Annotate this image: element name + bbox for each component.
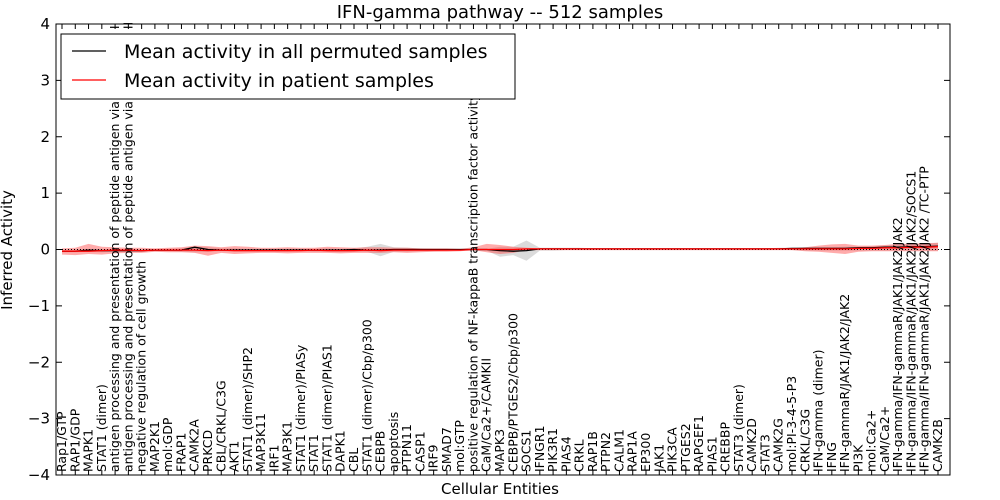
x-tick-label: MAPK3 — [492, 429, 507, 472]
x-tick-label: AKT1 — [227, 441, 242, 472]
x-tick-label: RAP1A — [625, 431, 640, 472]
y-tick-label: −4 — [28, 466, 50, 484]
legend: Mean activity in all permuted samples Me… — [60, 33, 516, 100]
y-tick-label: 4 — [40, 15, 50, 33]
x-tick-label: PRKCD — [200, 430, 215, 472]
x-tick-label: mol:PI-3-4-5-P3 — [784, 376, 799, 472]
x-tick-label: STAT3 (dimer) — [731, 384, 746, 472]
x-tick-label: IRF9 — [426, 444, 441, 472]
x-tick-label: IFN-gamma/IFN-gammaR/JAK1/JAK2/JAK2 — [890, 217, 905, 472]
x-tick-label: IFN-gamma/IFN-gammaR/JAK1/JAK2/JAK2/SOCS… — [904, 171, 919, 472]
legend-box — [60, 33, 516, 100]
y-tick-label: −3 — [28, 410, 50, 428]
x-tick-label: RAP1B — [585, 431, 600, 472]
x-tick-label: CEBPB — [373, 431, 388, 472]
x-tick-label: IFNGR1 — [532, 425, 547, 472]
y-tick-label: −2 — [28, 353, 50, 371]
x-tick-label: CBL — [346, 448, 361, 472]
x-tick-label: RAPGEF1 — [691, 415, 706, 472]
x-tick-label: apoptosis — [386, 412, 401, 472]
x-tick-label: CRKL/C3G — [797, 409, 812, 472]
x-tick-label: CRKL — [572, 439, 587, 472]
x-tick-label: CASP1 — [412, 431, 427, 472]
x-tick-label: IFNG — [824, 442, 839, 472]
y-tick-label: 2 — [40, 128, 50, 146]
x-tick-label: IFN-gamma/IFN-gammaR/JAK1/JAK2/JAK2 /TC-… — [917, 166, 932, 472]
series-line-patient — [62, 246, 939, 252]
x-tick-label: STAT1 (dimer) — [94, 384, 109, 472]
x-tick-label: CEBPB/PTGES2/Cbp/p300 — [505, 313, 520, 472]
x-tick-label: MAP2K1 — [147, 421, 162, 472]
x-tick-label: CAMK2B — [930, 419, 945, 472]
x-tick-label: CREBBP — [718, 422, 733, 472]
x-tick-label: CBL/CRKL/C3G — [213, 380, 228, 472]
x-tick-label: STAT1 (dimer)/PIAS1 — [320, 344, 335, 472]
x-tick-label: mol:Ca2+ — [864, 410, 879, 472]
legend-label-permuted: Mean activity in all permuted samples — [124, 41, 487, 63]
x-tick-label: positive regulation of NF-kappaB transcr… — [466, 93, 481, 472]
x-tick-label: CaM/Ca2+/CAMKII — [479, 358, 494, 472]
x-tick-label: Rap1/GTP — [54, 411, 69, 472]
x-tick-label: PTPN11 — [399, 424, 414, 472]
x-tick-label: CAMK2G — [771, 418, 786, 472]
y-tick-label: −1 — [28, 297, 50, 315]
x-tick-label: PTPN2 — [598, 432, 613, 472]
x-tick-label: PIK3CA — [665, 427, 680, 472]
y-axis-ticks: −4 −3 −2 −1 0 1 2 3 4 — [28, 15, 950, 484]
x-tick-label: negative regulation of cell growth — [134, 261, 149, 472]
x-tick-label: antigen processing and presentation of p… — [120, 22, 135, 472]
x-tick-label: FRAP1 — [174, 433, 189, 472]
x-tick-label: STAT3 — [758, 434, 773, 472]
x-tick-label: CAMK2D — [744, 418, 759, 472]
x-tick-label: PIAS4 — [558, 436, 573, 472]
x-tick-label: RAP1/GDP — [67, 408, 82, 472]
x-tick-label: STAT1 (dimer)/PIASy — [293, 344, 308, 472]
x-tick-label: MAP3K1 — [280, 421, 295, 472]
legend-label-patient: Mean activity in patient samples — [124, 70, 434, 92]
x-tick-label: PIAS1 — [704, 436, 719, 472]
x-tick-label: mol:GTP — [452, 420, 467, 472]
chart-title: IFN-gamma pathway -- 512 samples — [337, 2, 664, 23]
x-tick-label: CALM1 — [612, 429, 627, 472]
x-tick-label: SMAD7 — [439, 427, 454, 472]
x-tick-label: MAP3K11 — [253, 413, 268, 472]
x-tick-label: PIK3R1 — [545, 428, 560, 472]
x-tick-label: SOCS1 — [519, 430, 534, 472]
x-tick-label: STAT1 (dimer)/SHP2 — [240, 347, 255, 472]
x-tick-label: IRF1 — [266, 444, 281, 472]
y-axis-label: Inferred Activity — [0, 190, 16, 310]
x-tick-label: IFN-gammaR/JAK1/JAK2/JAK2 — [837, 294, 852, 472]
x-tick-label: antigen processing and presentation of p… — [107, 25, 122, 472]
x-tick-label: EP300 — [638, 433, 653, 472]
x-tick-label: CaM/Ca2+ — [877, 406, 892, 472]
x-tick-label: mol:GDP — [160, 417, 175, 472]
x-tick-label: CAMK2A — [187, 419, 202, 472]
x-tick-label: PI3K — [850, 444, 865, 472]
x-axis-label: Cellular Entities — [441, 480, 559, 498]
x-tick-label: STAT1 — [306, 434, 321, 472]
x-tick-label: DAPK1 — [333, 430, 348, 472]
y-tick-label: 3 — [40, 71, 50, 89]
y-tick-label: 0 — [40, 241, 50, 259]
x-tick-label: MAPK1 — [81, 429, 96, 472]
x-tick-label: JAK1 — [651, 444, 666, 473]
x-tick-label: PTGES2 — [678, 423, 693, 472]
x-tick-label: STAT1 (dimer)/Cbp/p300 — [359, 319, 374, 472]
series-lines — [56, 245, 950, 252]
x-tick-label: IFN-gamma (dimer) — [811, 350, 826, 473]
y-tick-label: 1 — [40, 184, 50, 202]
